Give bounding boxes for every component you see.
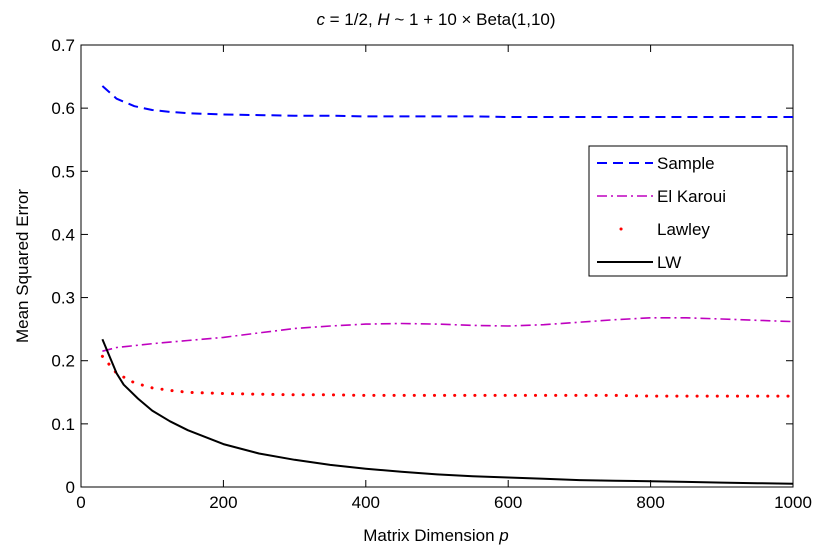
x-tick-label: 400	[352, 493, 380, 512]
x-tick-label: 600	[494, 493, 522, 512]
x-axis-title-symbol: p	[498, 526, 508, 545]
y-tick-label: 0.6	[51, 99, 75, 118]
series-line-el-karoui	[102, 316, 794, 352]
title-c-symbol: c	[316, 10, 325, 29]
axis-ticks: 0 200 400 600 800 1000 0 0.1 0.2 0.3 0.4 0.5 0.6 0.7	[51, 36, 812, 512]
legend-box	[588, 145, 788, 277]
title-h-symbol: H	[377, 10, 390, 29]
y-tick-label: 0.1	[51, 415, 75, 434]
x-tick-label: 0	[76, 493, 85, 512]
legend-label: Sample	[657, 154, 715, 173]
legend-label: Lawley	[657, 220, 710, 239]
series-layer	[100, 85, 795, 485]
legend: Sample El Karoui Lawley LW	[588, 145, 788, 277]
x-axis-title-text: Matrix Dimension	[363, 526, 499, 545]
y-axis-title: Mean Squared Error	[13, 189, 32, 343]
x-tick-label: 1000	[774, 493, 812, 512]
series-line-sample	[101, 85, 793, 118]
y-tick-label: 0.3	[51, 289, 75, 308]
y-tick-label: 0	[66, 478, 75, 497]
legend-label: El Karoui	[657, 187, 726, 206]
y-tick-label: 0.7	[51, 36, 75, 55]
y-tick-label: 0.5	[51, 162, 75, 181]
title-c-value: = 1/2,	[325, 10, 377, 29]
legend-label: LW	[657, 253, 681, 272]
x-tick-label: 800	[636, 493, 664, 512]
y-tick-label: 0.2	[51, 352, 75, 371]
y-tick-label: 0.4	[51, 225, 75, 244]
chart-title: c = 1/2, H ~ 1 + 10 × Beta(1,10)	[316, 10, 555, 29]
x-tick-label: 200	[209, 493, 237, 512]
x-axis-title: Matrix Dimension p	[363, 526, 509, 545]
title-h-value: ~ 1 + 10 × Beta(1,10)	[390, 10, 556, 29]
series-line-lw	[101, 338, 794, 485]
